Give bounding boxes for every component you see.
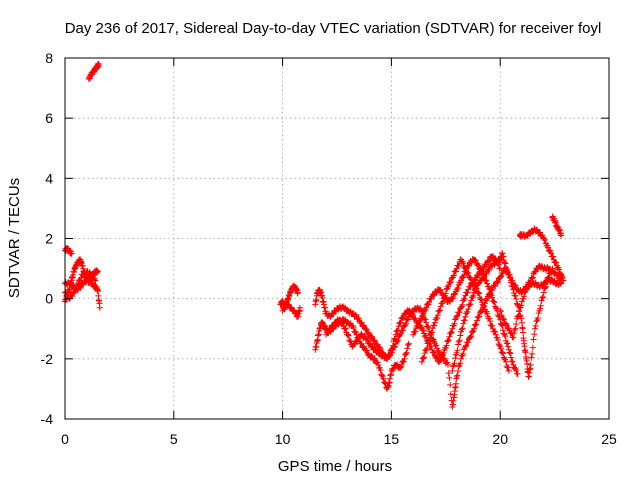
y-tick-label: 2	[45, 231, 53, 247]
y-tick-label: 6	[45, 110, 53, 126]
y-tick-label: -4	[41, 411, 54, 427]
marker-set-s13	[449, 250, 556, 380]
y-tick-labels: -4 -2 0 2 4 6 8	[41, 50, 54, 427]
marker-set-s1	[85, 60, 102, 83]
x-tick-label: 15	[384, 431, 400, 447]
y-axis-label: SDTVAR / TECUs	[6, 178, 23, 298]
x-tick-label: 5	[170, 431, 178, 447]
marker-set-s15	[516, 225, 567, 284]
axis-ticks	[64, 57, 610, 420]
series-s2	[62, 245, 75, 257]
marker-set-s11	[410, 256, 521, 377]
y-tick-label: -2	[41, 351, 54, 367]
x-tick-label: 20	[492, 431, 508, 447]
series-s16	[549, 213, 565, 239]
data-points	[62, 60, 567, 410]
series-s7	[279, 301, 304, 320]
x-tick-labels: 0 5 10 15 20 25	[61, 431, 617, 447]
series-s11	[410, 256, 521, 377]
y-tick-label: 0	[45, 291, 53, 307]
series-s13	[449, 250, 556, 380]
y-tick-label: 4	[45, 170, 53, 186]
marker-set-s12	[418, 256, 512, 374]
x-axis-label: GPS time / hours	[278, 458, 392, 475]
marker-set-s2	[62, 245, 75, 257]
series-s14	[497, 276, 565, 341]
marker-set-s16	[549, 213, 565, 239]
x-tick-label: 0	[61, 431, 69, 447]
series-s12	[418, 256, 512, 374]
series-s15	[516, 225, 567, 284]
marker-set-s9	[312, 262, 565, 410]
chart-title: Day 236 of 2017, Sidereal Day-to-day VTE…	[65, 20, 602, 37]
x-tick-label: 25	[601, 431, 617, 447]
x-tick-label: 10	[275, 431, 291, 447]
marker-set-s14	[497, 276, 565, 341]
series-s1	[85, 60, 102, 83]
series-s9	[312, 262, 565, 410]
y-tick-label: 8	[45, 50, 53, 66]
marker-set-s7	[279, 301, 304, 320]
grid-lines	[65, 58, 609, 419]
